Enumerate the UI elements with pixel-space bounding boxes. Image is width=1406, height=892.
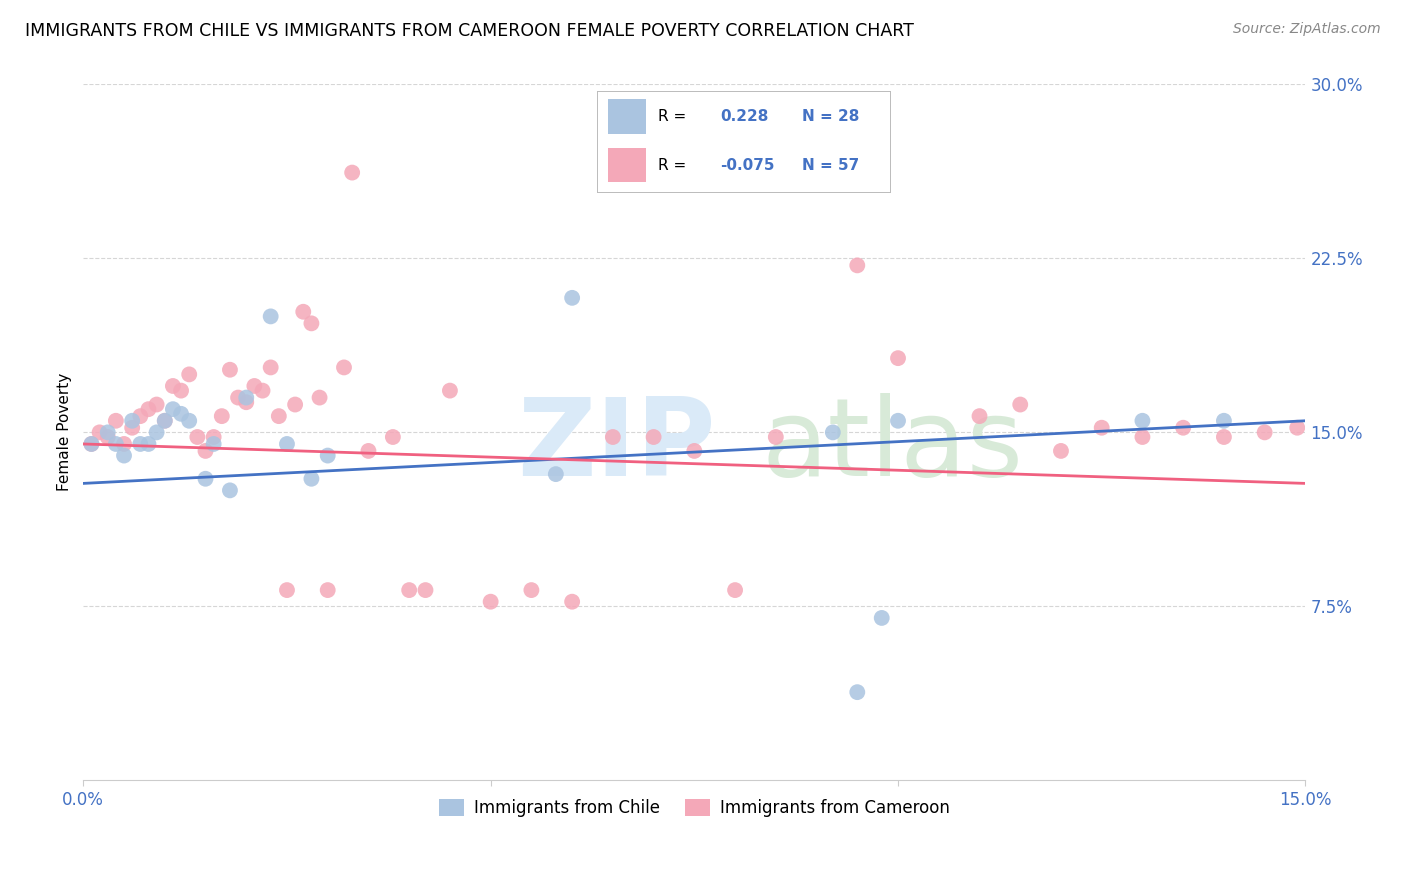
Point: [870, 611, 893, 625]
Point: [219, 363, 242, 377]
Point: [381, 430, 404, 444]
Text: Source: ZipAtlas.com: Source: ZipAtlas.com: [1233, 22, 1381, 37]
Point: [145, 398, 167, 412]
Point: [186, 430, 208, 444]
Point: [104, 437, 127, 451]
Text: ZIP: ZIP: [517, 393, 716, 500]
Point: [202, 437, 225, 451]
Point: [821, 425, 844, 440]
Point: [80, 437, 103, 451]
Point: [179, 414, 201, 428]
Point: [260, 310, 283, 324]
Point: [683, 444, 706, 458]
Point: [299, 317, 322, 331]
Point: [276, 437, 298, 451]
Point: [1091, 421, 1114, 435]
Point: [1173, 421, 1195, 435]
Y-axis label: Female Poverty: Female Poverty: [58, 373, 72, 491]
Point: [219, 483, 242, 498]
Point: [284, 398, 307, 412]
Point: [765, 430, 787, 444]
Point: [153, 414, 176, 428]
Point: [202, 430, 225, 444]
Point: [544, 467, 567, 482]
Point: [162, 402, 184, 417]
Point: [1212, 430, 1234, 444]
Point: [1253, 425, 1275, 440]
Text: atlas: atlas: [762, 393, 1024, 500]
Point: [724, 583, 747, 598]
Point: [1010, 398, 1032, 412]
Point: [340, 165, 363, 179]
Point: [211, 409, 233, 424]
Point: [243, 379, 266, 393]
Point: [316, 449, 339, 463]
Point: [194, 444, 217, 458]
Point: [112, 437, 135, 451]
Point: [602, 430, 624, 444]
Point: [292, 305, 315, 319]
Point: [226, 391, 249, 405]
Point: [357, 444, 380, 458]
Point: [194, 472, 217, 486]
Point: [1132, 414, 1154, 428]
Point: [153, 414, 176, 428]
Point: [846, 685, 869, 699]
Point: [276, 583, 298, 598]
Point: [561, 291, 583, 305]
Point: [145, 425, 167, 440]
Point: [887, 414, 910, 428]
Point: [121, 421, 143, 435]
Point: [1212, 414, 1234, 428]
Point: [267, 409, 290, 424]
Point: [97, 425, 120, 440]
Point: [170, 384, 193, 398]
Point: [235, 391, 257, 405]
Point: [398, 583, 420, 598]
Point: [520, 583, 543, 598]
Point: [479, 595, 502, 609]
Legend: Immigrants from Chile, Immigrants from Cameroon: Immigrants from Chile, Immigrants from C…: [432, 793, 956, 824]
Point: [846, 258, 869, 272]
Point: [252, 384, 274, 398]
Point: [316, 583, 339, 598]
Point: [1132, 430, 1154, 444]
Point: [969, 409, 991, 424]
Point: [97, 430, 120, 444]
Point: [112, 449, 135, 463]
Point: [439, 384, 461, 398]
Point: [333, 360, 356, 375]
Point: [104, 414, 127, 428]
Point: [170, 407, 193, 421]
Point: [415, 583, 437, 598]
Point: [260, 360, 283, 375]
Point: [121, 414, 143, 428]
Point: [235, 395, 257, 409]
Point: [887, 351, 910, 366]
Point: [561, 595, 583, 609]
Point: [129, 409, 152, 424]
Point: [1050, 444, 1073, 458]
Point: [179, 368, 201, 382]
Point: [806, 142, 828, 156]
Point: [162, 379, 184, 393]
Point: [129, 437, 152, 451]
Point: [308, 391, 330, 405]
Point: [1286, 421, 1309, 435]
Point: [89, 425, 111, 440]
Point: [80, 437, 103, 451]
Point: [138, 402, 160, 417]
Point: [299, 472, 322, 486]
Point: [138, 437, 160, 451]
Text: IMMIGRANTS FROM CHILE VS IMMIGRANTS FROM CAMEROON FEMALE POVERTY CORRELATION CHA: IMMIGRANTS FROM CHILE VS IMMIGRANTS FROM…: [25, 22, 914, 40]
Point: [643, 430, 665, 444]
